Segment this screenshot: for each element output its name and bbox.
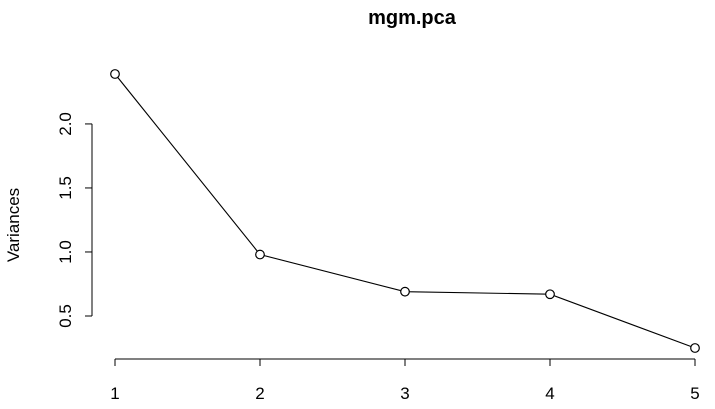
data-point [545, 289, 555, 300]
y-tick-label: 2.0 [56, 112, 75, 136]
x-tick-label: 5 [690, 384, 699, 403]
chart-title: mgm.pca [368, 7, 457, 29]
series-line [114, 73, 696, 349]
y-tick-label: 1.0 [56, 240, 75, 264]
y-axis-label: Variances [4, 188, 23, 262]
data-point [400, 286, 410, 297]
x-tick-label: 1 [110, 384, 119, 403]
y-axis: 0.5 1.0 1.5 2.0 [56, 112, 93, 328]
x-axis: 1 2 3 4 5 [110, 358, 700, 403]
x-tick-label: 3 [400, 384, 409, 403]
x-tick-label: 4 [545, 384, 554, 403]
data-point [110, 69, 120, 79]
series-layer [110, 69, 700, 353]
data-point [255, 249, 265, 260]
x-tick-label: 2 [255, 384, 264, 403]
data-point [690, 343, 700, 353]
y-tick-label: 0.5 [56, 304, 75, 328]
y-tick-label: 1.5 [56, 176, 75, 200]
